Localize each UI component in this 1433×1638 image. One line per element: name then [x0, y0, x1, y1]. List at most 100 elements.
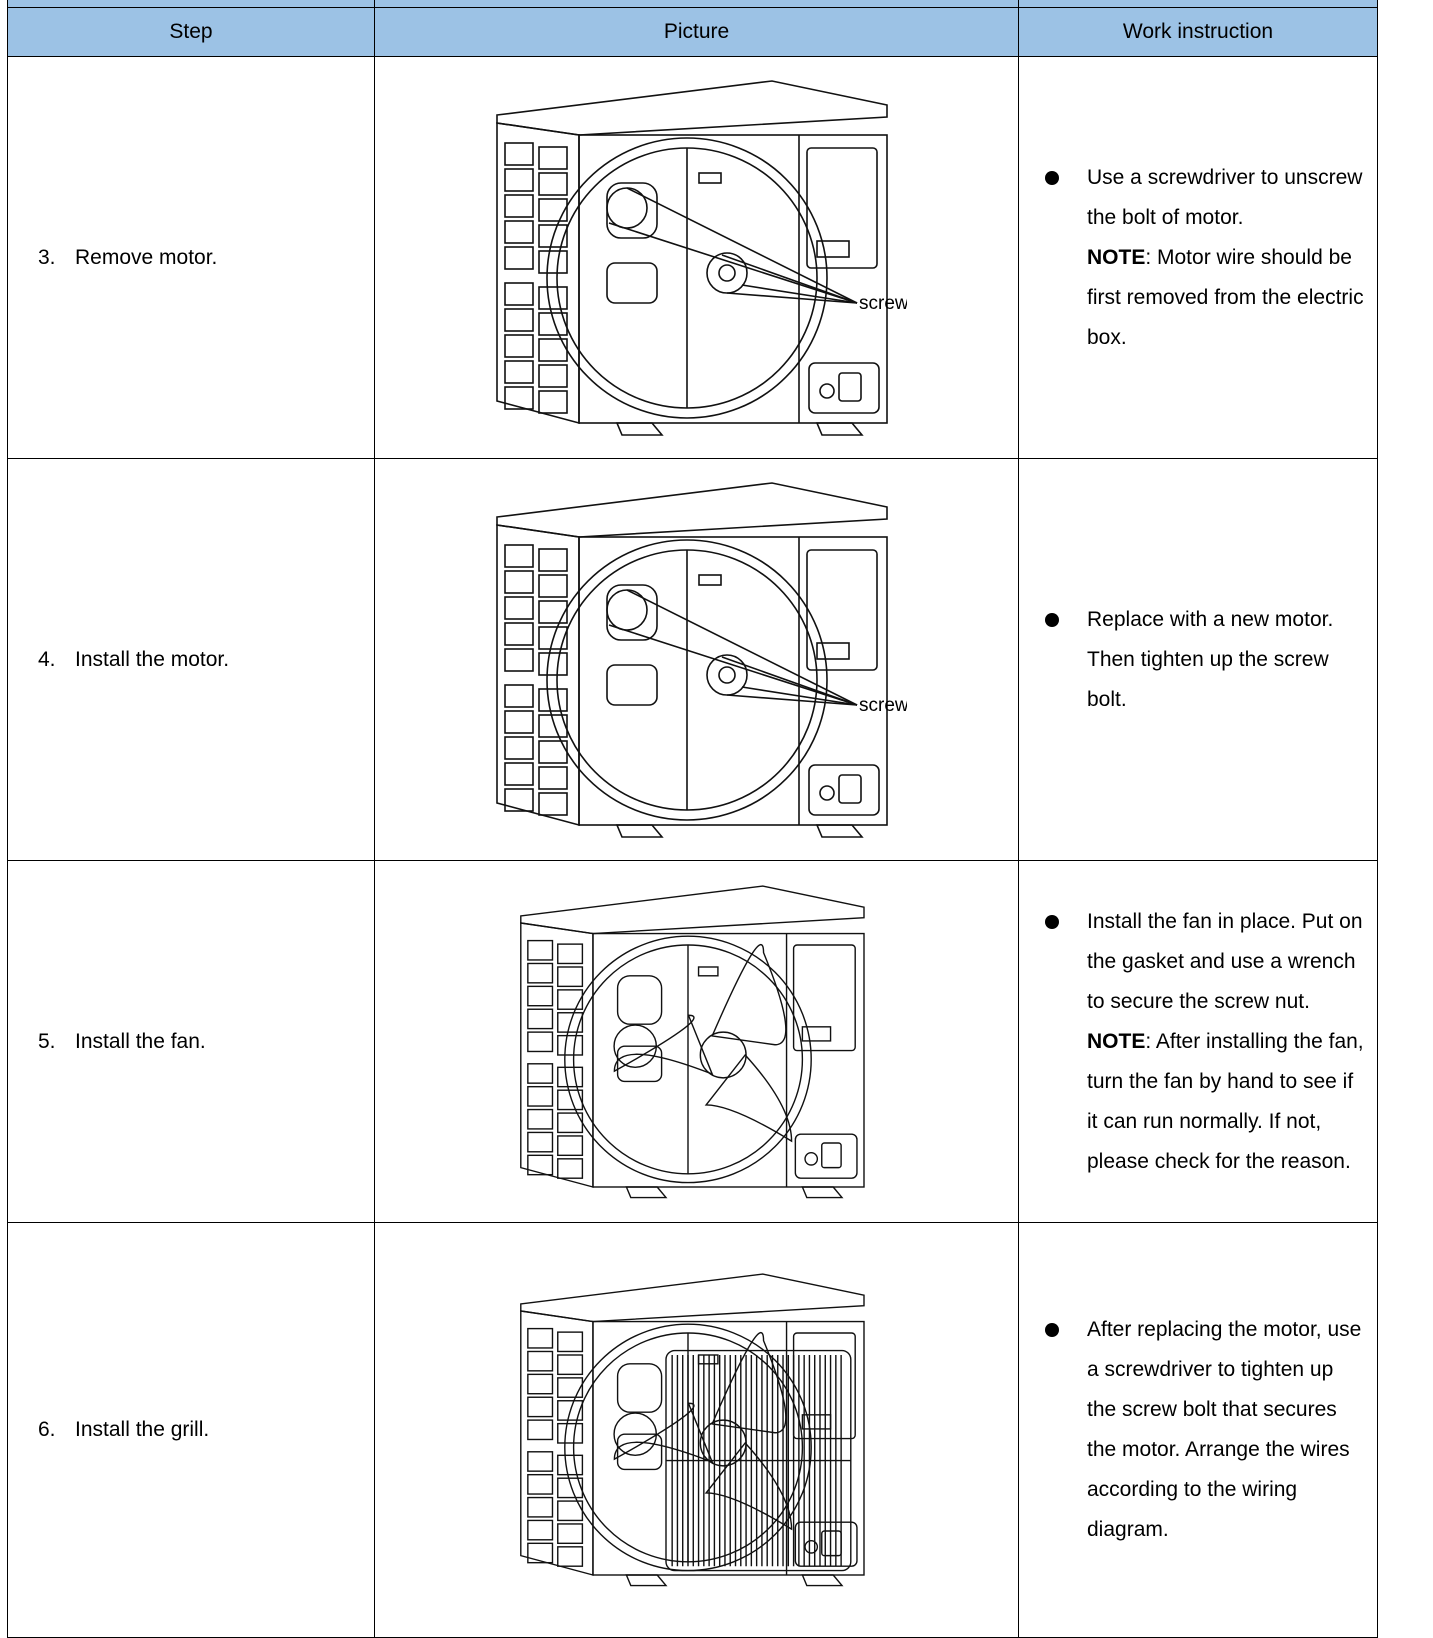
unit-foot — [625, 1574, 668, 1587]
table-body: 3. Remove motor. screws Use a screwdriver t… — [7, 56, 1378, 1638]
picture-cell: screws — [374, 458, 1019, 861]
grille-cell — [556, 1354, 583, 1376]
grille-cell — [503, 167, 534, 192]
grille-cell — [526, 1373, 553, 1395]
fan-blade — [710, 943, 787, 1046]
grille-cell — [556, 1477, 583, 1499]
step-number: 5. — [38, 1029, 56, 1053]
grille-cell — [526, 1497, 553, 1518]
picture-cell — [374, 1222, 1019, 1638]
grille-cell — [537, 249, 568, 274]
box-panel — [792, 943, 856, 1052]
bullet — [1045, 170, 1059, 185]
grille-cell — [503, 595, 534, 620]
grille-cell — [526, 1085, 553, 1107]
pointer-line — [726, 291, 857, 304]
unit-drawing — [519, 885, 865, 1198]
drawing-line — [807, 763, 880, 816]
note-label: NOTE — [1087, 245, 1146, 269]
fan-blade — [704, 1053, 792, 1143]
grille-cell — [537, 573, 568, 598]
step-number: 4. — [38, 647, 56, 671]
drawing-line — [807, 361, 880, 414]
drawing-line — [794, 1133, 858, 1179]
grille-cell — [503, 543, 534, 568]
unit-picture: screws — [495, 79, 907, 436]
note: NOTE: Motor wire should be first removed… — [1087, 238, 1367, 358]
grille-cell — [556, 1089, 583, 1110]
step-text: Install the grill. — [75, 1418, 210, 1441]
unit-front — [577, 133, 888, 424]
fan-hub — [699, 1419, 747, 1467]
grille-cell — [526, 1062, 553, 1084]
fan-blade — [613, 1014, 714, 1076]
grille-cell — [537, 389, 568, 414]
header-row: Step Picture Work instruction — [7, 7, 1378, 57]
grille-cell — [526, 1008, 553, 1030]
grille-cell — [526, 1328, 553, 1349]
grille-cell — [526, 1350, 553, 1372]
grille-cell — [526, 1451, 553, 1473]
pointer-line — [608, 623, 857, 706]
pointer-line — [721, 655, 857, 706]
grille-cell — [526, 985, 553, 1007]
grille-cell — [537, 171, 568, 196]
motor-bracket — [605, 186, 648, 229]
unit-picture: screws — [495, 481, 907, 838]
step-cell: 6. Install the grill. — [7, 1222, 375, 1638]
grille-cell — [526, 1519, 553, 1541]
grille-cell — [556, 1523, 583, 1545]
table-row: 6. Install the grill. After replacing the … — [7, 1222, 1378, 1638]
header-cell: Step — [7, 7, 375, 57]
grille-cell — [503, 787, 534, 812]
unit-picture — [519, 1273, 865, 1587]
unit-front — [577, 535, 888, 826]
grill — [664, 1350, 852, 1572]
bullet — [1045, 612, 1059, 627]
grille-cell — [556, 943, 583, 964]
grille-cell — [556, 1423, 583, 1444]
note-text: : Motor wire should be first removed fro… — [1087, 245, 1364, 349]
grille-cell — [526, 1108, 553, 1130]
unit-foot — [625, 1185, 668, 1198]
unit-foot — [801, 1574, 844, 1587]
motor — [717, 665, 736, 684]
grille-cell — [537, 547, 568, 572]
grille-cell — [537, 687, 568, 712]
unit-drawing: screws — [495, 481, 907, 838]
screws-label: screws — [859, 695, 907, 716]
instruction-cell: Install the fan in place. Put on the gas… — [1018, 860, 1378, 1223]
drawing-line — [804, 1540, 818, 1554]
unit-picture — [519, 885, 865, 1198]
grille-cell — [503, 333, 534, 358]
table-row: 5. Install the fan. Install the fan in pla… — [7, 860, 1378, 1223]
grille-cell — [537, 765, 568, 790]
header-cell: Picture — [374, 7, 1019, 57]
motor — [705, 653, 748, 696]
motor — [717, 263, 736, 282]
drawing-line — [697, 171, 722, 184]
unit-top — [519, 885, 865, 934]
screws-label: screws — [859, 293, 907, 314]
grille-cell — [556, 1377, 583, 1399]
instruction-cell: After replacing the motor, use a screwdr… — [1018, 1222, 1378, 1638]
grille-cell — [556, 965, 583, 987]
grille-cell — [503, 647, 534, 672]
grille-cell — [537, 285, 568, 310]
drawing-line — [837, 371, 862, 402]
fan-hub — [699, 1031, 747, 1079]
unit-top — [519, 1273, 865, 1323]
top-strip — [7, 0, 1378, 8]
table-row: 4. Install the motor. screws Replace with a… — [7, 458, 1378, 861]
grille-cell — [503, 219, 534, 244]
pointer-line — [626, 588, 857, 706]
grille-cell — [503, 307, 534, 332]
step-text: Remove motor. — [75, 245, 218, 269]
fan-blade — [710, 1332, 787, 1434]
drawing-line — [801, 1414, 831, 1430]
note-label: NOTE — [1087, 1029, 1146, 1053]
drawing-line — [815, 239, 850, 258]
instruction-text: Install the fan in place. Put on the gas… — [1087, 909, 1363, 1013]
unit-drawing — [519, 1273, 865, 1587]
